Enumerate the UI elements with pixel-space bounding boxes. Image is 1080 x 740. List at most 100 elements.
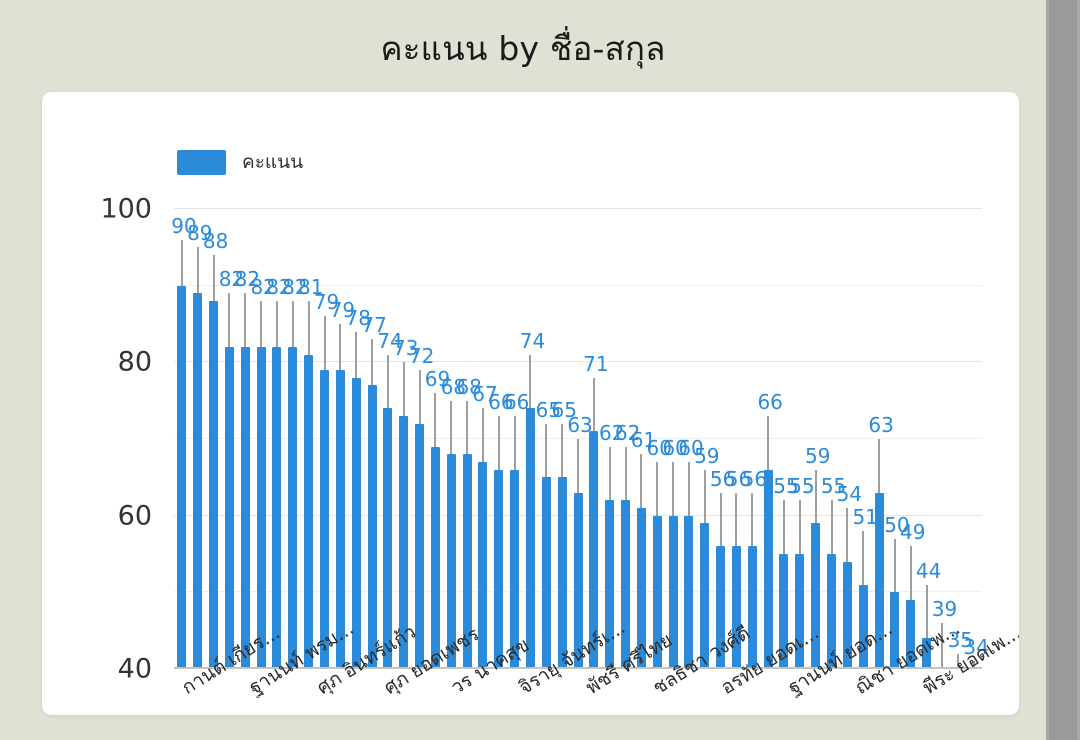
- bar-item[interactable]: 71: [583, 209, 609, 669]
- bar[interactable]: [224, 347, 234, 669]
- bar-item[interactable]: 79: [314, 209, 339, 669]
- bar-item[interactable]: 72: [409, 209, 434, 669]
- bar-item[interactable]: 82: [282, 209, 308, 669]
- bar-item[interactable]: 49: [900, 209, 925, 669]
- bar-item[interactable]: 74: [377, 209, 403, 669]
- bar-item[interactable]: 66: [488, 209, 514, 669]
- bar[interactable]: [858, 584, 868, 669]
- bar[interactable]: [874, 492, 884, 669]
- bar-item[interactable]: 59: [805, 209, 830, 669]
- bar[interactable]: [795, 554, 805, 669]
- bar-item[interactable]: 82: [235, 209, 260, 669]
- bar-item[interactable]: 35: [948, 209, 973, 669]
- bar-item[interactable]: 62: [615, 209, 640, 669]
- bar[interactable]: [240, 347, 250, 669]
- scrollbar-thumb[interactable]: [1049, 0, 1077, 740]
- bar[interactable]: [541, 477, 551, 669]
- bar-item[interactable]: 59: [694, 209, 720, 669]
- bar-item[interactable]: 56: [742, 209, 767, 669]
- bar[interactable]: [510, 469, 520, 669]
- bar[interactable]: [747, 546, 757, 669]
- bar-item[interactable]: 34: [963, 209, 989, 669]
- bar-item[interactable]: 55: [773, 209, 799, 669]
- bar[interactable]: [842, 561, 852, 669]
- bar[interactable]: [652, 515, 662, 669]
- bar[interactable]: [430, 446, 440, 669]
- bar[interactable]: [684, 515, 694, 669]
- bar[interactable]: [763, 469, 773, 669]
- bar[interactable]: [700, 523, 710, 669]
- bar[interactable]: [779, 554, 789, 669]
- bar-item[interactable]: 90: [171, 209, 197, 669]
- chart-legend[interactable]: คะแนน: [177, 147, 303, 177]
- bar-item[interactable]: 62: [599, 209, 624, 669]
- bar[interactable]: [716, 546, 726, 669]
- bar-item[interactable]: 77: [361, 209, 387, 669]
- bar[interactable]: [811, 523, 821, 669]
- bar[interactable]: [478, 462, 488, 669]
- bar[interactable]: [494, 469, 504, 669]
- bar[interactable]: [446, 454, 456, 669]
- bar[interactable]: [288, 347, 298, 669]
- vertical-scrollbar[interactable]: [1046, 0, 1080, 740]
- bar[interactable]: [304, 354, 314, 669]
- bar[interactable]: [668, 515, 678, 669]
- bar[interactable]: [367, 385, 377, 669]
- bar[interactable]: [557, 477, 567, 669]
- bar[interactable]: [320, 370, 330, 669]
- bar-item[interactable]: 39: [932, 209, 957, 669]
- bar-item[interactable]: 82: [266, 209, 292, 669]
- bar-item[interactable]: 66: [504, 209, 529, 669]
- bar-item[interactable]: 73: [393, 209, 418, 669]
- bar-item[interactable]: 60: [647, 209, 672, 669]
- bar-item[interactable]: 44: [916, 209, 941, 669]
- bar-item[interactable]: 60: [662, 209, 688, 669]
- bar-item[interactable]: 61: [631, 209, 656, 669]
- bar[interactable]: [272, 347, 282, 669]
- bar-item[interactable]: 78: [346, 209, 371, 669]
- bar[interactable]: [890, 592, 900, 669]
- bar[interactable]: [906, 600, 916, 669]
- bar[interactable]: [605, 500, 615, 669]
- bar[interactable]: [589, 431, 599, 669]
- bar[interactable]: [351, 377, 361, 669]
- bar-item[interactable]: 51: [853, 209, 878, 669]
- bar-item[interactable]: 82: [250, 209, 276, 669]
- bar-item[interactable]: 65: [536, 209, 561, 669]
- bar-item[interactable]: 54: [837, 209, 862, 669]
- bar[interactable]: [636, 508, 646, 669]
- bar-item[interactable]: 74: [520, 209, 545, 669]
- bar-item[interactable]: 69: [425, 209, 450, 669]
- bar[interactable]: [462, 454, 472, 669]
- bar-item[interactable]: 81: [298, 209, 323, 669]
- bar-item[interactable]: 88: [203, 209, 228, 669]
- bar[interactable]: [177, 285, 187, 669]
- bar[interactable]: [335, 370, 345, 669]
- bar-item[interactable]: 79: [330, 209, 355, 669]
- bar[interactable]: [399, 416, 409, 669]
- bar-item[interactable]: 55: [821, 209, 846, 669]
- bar[interactable]: [922, 638, 932, 669]
- bar[interactable]: [383, 408, 393, 669]
- bar-item[interactable]: 82: [219, 209, 244, 669]
- bar-item[interactable]: 66: [757, 209, 783, 669]
- bar[interactable]: [573, 492, 583, 669]
- bar[interactable]: [256, 347, 266, 669]
- bar[interactable]: [525, 408, 535, 669]
- bar[interactable]: [621, 500, 631, 669]
- bar[interactable]: [415, 423, 425, 669]
- bar-item[interactable]: 89: [187, 209, 213, 669]
- bar-item[interactable]: 65: [551, 209, 577, 669]
- bar-item[interactable]: 60: [678, 209, 704, 669]
- bar-item[interactable]: 63: [567, 209, 593, 669]
- bar[interactable]: [209, 301, 219, 669]
- bar-item[interactable]: 56: [710, 209, 735, 669]
- bar-item[interactable]: 55: [789, 209, 815, 669]
- bar[interactable]: [731, 546, 741, 669]
- bar-item[interactable]: 50: [884, 209, 910, 669]
- bar-item[interactable]: 56: [726, 209, 751, 669]
- bar-item[interactable]: 68: [441, 209, 466, 669]
- bar-item[interactable]: 67: [472, 209, 498, 669]
- bar-item[interactable]: 63: [868, 209, 894, 669]
- bar[interactable]: [193, 293, 203, 669]
